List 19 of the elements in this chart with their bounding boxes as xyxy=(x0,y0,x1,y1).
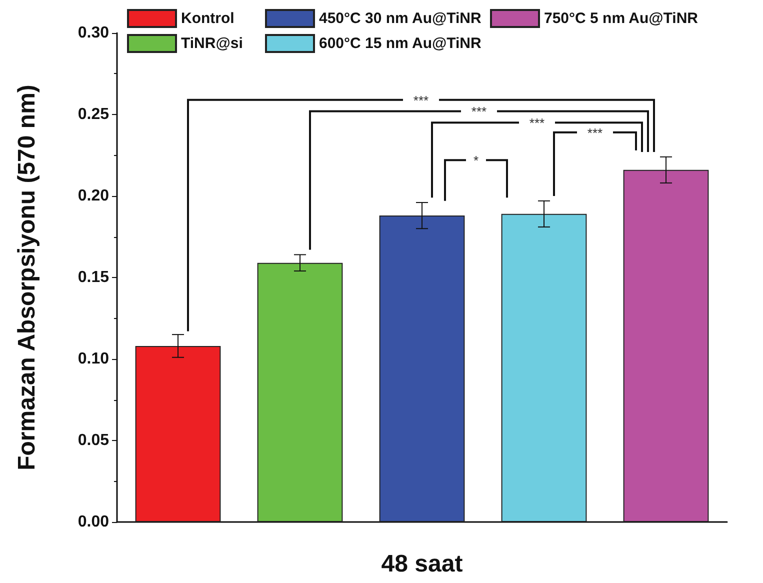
y-axis-title: Formazan Absorpsiyonu (570 nm) xyxy=(14,84,40,470)
legend-label: 450°C 30 nm Au@TiNR xyxy=(319,10,482,27)
annotation: *** xyxy=(529,116,545,131)
y-tick-label: 0.05 xyxy=(78,432,110,449)
y-tick-label: 0.00 xyxy=(78,514,110,530)
annotation: *** xyxy=(587,125,603,140)
y-tick-label: 0.15 xyxy=(78,269,110,286)
annotation: * xyxy=(473,153,479,168)
annotation: *** xyxy=(413,92,429,108)
legend-label: 600°C 15 nm Au@TiNR xyxy=(319,35,482,52)
y-tick-label: 0.20 xyxy=(78,188,110,204)
legend-label: Kontrol xyxy=(181,10,234,27)
legend-label: 750°C 5 nm Au@TiNR xyxy=(544,10,698,27)
x-axis-title: 48 saat xyxy=(381,550,463,578)
y-tick-label: 0.10 xyxy=(78,350,110,368)
y-tick-label: 0.25 xyxy=(78,106,110,123)
legend-label: TiNR@si xyxy=(181,35,243,52)
y-tick-label: 0.30 xyxy=(78,24,110,42)
annotation: *** xyxy=(471,104,487,120)
